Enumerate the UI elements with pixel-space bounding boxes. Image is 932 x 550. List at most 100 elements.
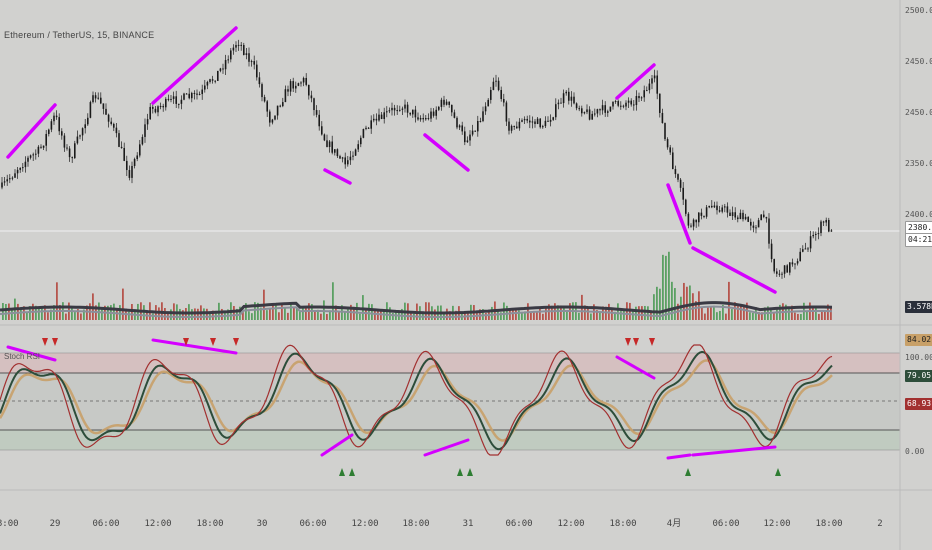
candle — [250, 61, 253, 63]
volume-bar — [560, 305, 562, 320]
candle — [219, 68, 222, 71]
volume-bar — [221, 308, 223, 320]
volume-bar — [296, 308, 298, 320]
volume-bar — [455, 310, 457, 320]
candle — [640, 97, 643, 99]
countdown-tag: 04:21 — [905, 233, 932, 247]
volume-bar — [326, 313, 328, 320]
time-axis-label: 06:00 — [92, 519, 119, 529]
candle — [625, 102, 627, 107]
candle — [165, 98, 167, 108]
volume-bar — [359, 313, 361, 320]
candle — [422, 117, 424, 120]
candle — [815, 233, 817, 235]
volume-bar — [704, 313, 706, 320]
candle — [204, 85, 206, 90]
candle — [521, 120, 523, 122]
volume-bar — [119, 305, 121, 320]
candle — [131, 165, 133, 178]
price-divergence-line — [423, 133, 470, 172]
candle — [258, 77, 261, 85]
volume-bar — [521, 312, 523, 320]
candle — [159, 105, 162, 107]
candle — [6, 179, 8, 182]
time-axis-label: 18:00 — [609, 519, 636, 529]
candle — [295, 85, 297, 89]
candle — [789, 262, 791, 273]
volume-bar — [542, 313, 544, 320]
candle — [120, 146, 123, 149]
candle — [604, 105, 606, 113]
time-axis-label: 2 — [877, 519, 882, 529]
candle — [638, 95, 640, 99]
triangle-up-icon — [457, 468, 463, 476]
candle — [84, 124, 86, 129]
candle — [232, 47, 235, 51]
volume-bar — [806, 311, 808, 320]
candle — [464, 131, 466, 143]
time-axis-label: 29 — [50, 519, 61, 529]
candle — [622, 105, 625, 107]
candle — [573, 96, 575, 104]
volume-bar — [671, 281, 673, 320]
candle — [40, 146, 42, 148]
triangle-up-icon — [775, 468, 781, 476]
time-axis-label: 12:00 — [557, 519, 584, 529]
candle — [656, 75, 658, 94]
candle — [375, 118, 378, 121]
candle — [412, 109, 414, 115]
candle — [755, 227, 757, 229]
candle — [209, 79, 211, 82]
volume-bar — [590, 313, 592, 320]
candle — [430, 111, 432, 119]
candle — [89, 102, 92, 118]
volume-bar — [596, 310, 598, 320]
volume-bar — [692, 293, 694, 320]
volume-bar — [383, 311, 385, 320]
candle — [61, 131, 63, 136]
candle — [94, 95, 97, 99]
candle — [765, 216, 768, 219]
candle — [653, 75, 656, 79]
price-scale-tick: 2450.00 — [905, 108, 932, 117]
candle — [48, 129, 50, 134]
candle — [682, 187, 684, 200]
candle — [555, 104, 557, 118]
candle — [607, 111, 609, 113]
candle — [383, 112, 385, 119]
candle — [679, 179, 682, 188]
candle — [726, 206, 729, 213]
candle — [474, 130, 476, 132]
price-divergence-line — [151, 26, 238, 105]
candle — [237, 44, 240, 46]
volume-bar — [674, 288, 676, 320]
candle — [690, 225, 692, 227]
volume-bar — [425, 302, 427, 320]
candle — [523, 118, 526, 121]
candle — [799, 251, 801, 262]
candle — [19, 167, 21, 170]
candle — [432, 111, 435, 116]
candle — [786, 265, 788, 273]
candle — [568, 91, 570, 101]
volume-bar — [11, 309, 13, 320]
candle — [300, 82, 302, 84]
candle — [718, 210, 721, 212]
candle — [724, 206, 726, 208]
candle — [768, 218, 770, 244]
candle — [445, 101, 448, 105]
price-divergence-line — [323, 168, 352, 185]
candle — [222, 68, 224, 70]
volume-bar — [653, 294, 655, 320]
volume-bar — [578, 312, 580, 320]
candle — [830, 230, 833, 232]
triangle-up-icon — [467, 468, 473, 476]
volume-bar — [74, 312, 76, 320]
volume-bar — [668, 251, 670, 320]
candle — [282, 102, 284, 107]
candle — [248, 53, 250, 62]
osc-divergence-line — [151, 338, 238, 355]
volume-bar — [614, 311, 616, 320]
candle — [1, 182, 3, 188]
